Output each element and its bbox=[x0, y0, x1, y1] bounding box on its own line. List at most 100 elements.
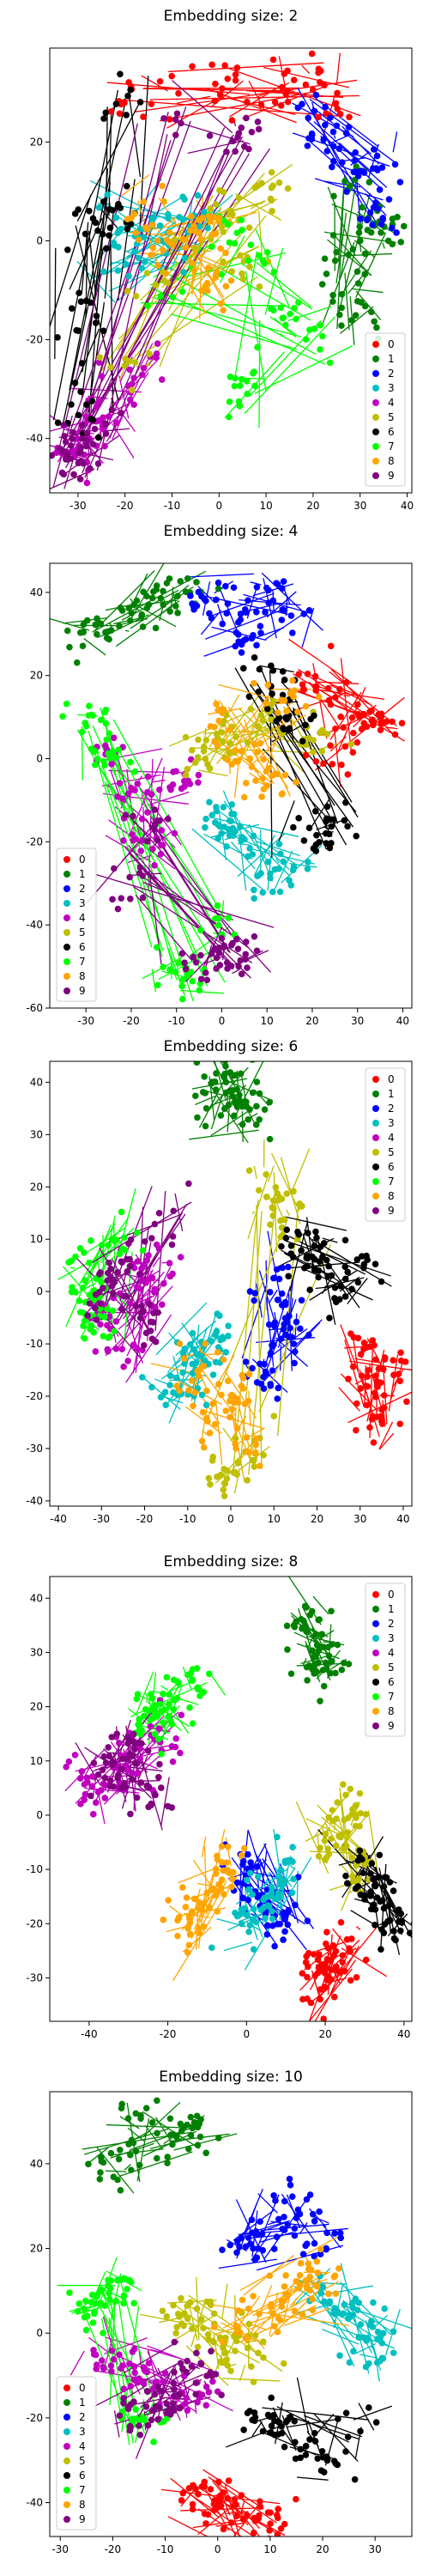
point-class-4 bbox=[89, 1811, 97, 1818]
point-class-3 bbox=[208, 1944, 215, 1952]
point-class-2 bbox=[323, 2245, 329, 2252]
point-class-8 bbox=[200, 1923, 208, 1930]
point-class-9 bbox=[106, 1777, 114, 1784]
point-class-7 bbox=[104, 2282, 112, 2289]
point-class-5 bbox=[131, 359, 139, 366]
point-class-6 bbox=[239, 665, 247, 672]
point-class-6 bbox=[386, 1879, 394, 1886]
point-class-6 bbox=[314, 2455, 322, 2462]
point-class-3 bbox=[213, 804, 220, 811]
point-class-0 bbox=[220, 2525, 227, 2533]
point-class-7 bbox=[270, 268, 278, 276]
point-class-8 bbox=[188, 1377, 196, 1384]
point-class-9 bbox=[87, 1792, 94, 1800]
point-class-4 bbox=[183, 2394, 190, 2402]
point-class-5 bbox=[255, 2349, 262, 2357]
point-class-5 bbox=[171, 236, 178, 243]
point-class-9 bbox=[96, 1270, 103, 1278]
edge-class-3 bbox=[300, 2281, 347, 2285]
point-class-9 bbox=[114, 905, 122, 913]
point-class-1 bbox=[118, 2105, 125, 2112]
point-class-5 bbox=[206, 765, 214, 772]
x-tick-label: -10 bbox=[179, 1513, 196, 1525]
point-class-9 bbox=[154, 836, 161, 844]
point-class-0 bbox=[231, 2495, 239, 2503]
point-class-9 bbox=[106, 1259, 113, 1267]
legend-label-3: 3 bbox=[388, 382, 395, 394]
point-class-3 bbox=[179, 1369, 186, 1376]
edge-class-7 bbox=[136, 1671, 154, 1715]
point-class-9 bbox=[131, 1746, 138, 1753]
point-class-2 bbox=[270, 1341, 277, 1349]
point-class-3 bbox=[268, 1883, 275, 1891]
point-class-5 bbox=[263, 1194, 270, 1200]
edge-class-7 bbox=[108, 2318, 130, 2445]
point-class-2 bbox=[269, 1922, 276, 1929]
point-class-5 bbox=[352, 1822, 360, 1830]
point-class-2 bbox=[260, 1373, 267, 1381]
point-class-3 bbox=[241, 835, 248, 843]
point-class-0 bbox=[277, 102, 285, 109]
point-class-3 bbox=[353, 2306, 361, 2314]
point-class-7 bbox=[136, 1726, 143, 1734]
edge-class-6 bbox=[276, 2406, 350, 2443]
legend-label-9: 9 bbox=[79, 2513, 86, 2525]
point-class-2 bbox=[206, 610, 213, 617]
edge-class-1 bbox=[336, 178, 345, 330]
edge-class-6 bbox=[285, 1240, 391, 1277]
point-class-2 bbox=[233, 629, 240, 636]
point-class-6 bbox=[94, 227, 101, 234]
edge-class-2 bbox=[261, 1858, 315, 1929]
edge-class-9 bbox=[75, 1741, 101, 1786]
point-class-2 bbox=[250, 2245, 257, 2252]
point-class-9 bbox=[57, 445, 63, 453]
point-class-9 bbox=[213, 954, 221, 962]
point-class-0 bbox=[389, 718, 396, 726]
point-class-0 bbox=[189, 2506, 196, 2512]
legend-marker-7 bbox=[372, 443, 379, 450]
edge-class-1 bbox=[106, 2123, 182, 2129]
point-class-8 bbox=[335, 2265, 342, 2272]
point-class-9 bbox=[108, 406, 116, 414]
point-class-7 bbox=[127, 758, 134, 766]
point-class-2 bbox=[254, 1863, 261, 1870]
point-class-0 bbox=[211, 2506, 218, 2513]
edge-class-3 bbox=[230, 841, 256, 870]
point-class-0 bbox=[331, 694, 339, 702]
edge-class-2 bbox=[243, 593, 312, 615]
point-class-1 bbox=[189, 2124, 196, 2132]
point-class-6 bbox=[353, 1256, 361, 1263]
point-class-6 bbox=[344, 1268, 351, 1276]
edge-class-2 bbox=[268, 1290, 278, 1304]
point-class-9 bbox=[168, 1241, 176, 1249]
point-class-7 bbox=[100, 2330, 106, 2336]
edge-class-1 bbox=[170, 586, 174, 609]
point-class-9 bbox=[168, 1804, 176, 1811]
edge-class-0 bbox=[192, 2518, 245, 2529]
edge-class-5 bbox=[239, 1211, 263, 1463]
point-class-5 bbox=[260, 2354, 267, 2361]
legend-marker-0 bbox=[63, 856, 70, 863]
point-class-3 bbox=[287, 882, 295, 889]
point-class-1 bbox=[225, 1101, 233, 1109]
point-class-4 bbox=[108, 761, 115, 768]
point-class-5 bbox=[189, 2325, 196, 2332]
point-class-5 bbox=[159, 2307, 166, 2315]
point-class-6 bbox=[71, 380, 79, 386]
point-class-3 bbox=[363, 2335, 370, 2342]
point-class-9 bbox=[125, 1240, 132, 1247]
point-class-8 bbox=[230, 1868, 237, 1876]
point-class-9 bbox=[124, 1740, 131, 1747]
point-class-9 bbox=[216, 962, 224, 969]
point-class-6 bbox=[92, 319, 100, 326]
point-class-4 bbox=[74, 435, 81, 442]
point-class-7 bbox=[92, 2300, 99, 2307]
point-class-0 bbox=[344, 771, 352, 778]
point-class-0 bbox=[327, 642, 335, 650]
point-class-8 bbox=[218, 1391, 225, 1399]
point-class-4 bbox=[95, 398, 103, 405]
point-class-4 bbox=[140, 1261, 147, 1269]
point-class-0 bbox=[221, 62, 228, 69]
point-class-7 bbox=[173, 1694, 181, 1702]
